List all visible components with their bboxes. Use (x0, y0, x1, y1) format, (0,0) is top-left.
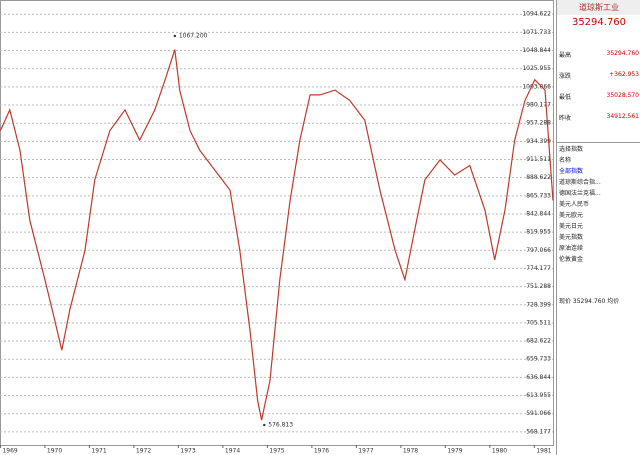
row-value: 34912.561 (606, 113, 639, 120)
panel-title: 道琼斯工业 (557, 0, 640, 15)
y-tick-label: 636.844 (526, 374, 551, 381)
x-tick-label: 1973 (180, 448, 195, 455)
y-tick-label: 888.622 (526, 174, 551, 181)
y-tick-label: 682.622 (526, 338, 551, 345)
y-tick-label: 865.733 (526, 192, 551, 199)
y-tick-label: 797.066 (526, 247, 551, 254)
x-tick-label: 1972 (136, 448, 151, 455)
row-label: 涨跌 (559, 73, 572, 80)
annotation-point (263, 423, 266, 427)
plot-frame (0, 0, 554, 446)
list-item: 美元指数 (559, 234, 584, 241)
x-tick-label: 1969 (2, 448, 17, 455)
row-value: +362.953 (609, 71, 639, 78)
panel-row: 昨收 34912.561 (557, 107, 640, 128)
y-tick-label: 1003.066 (522, 83, 551, 90)
x-tick-label: 1975 (269, 448, 284, 455)
y-tick-label: 1025.955 (522, 65, 551, 72)
y-tick-label: 659.733 (526, 356, 551, 363)
list-item: 选择指数 (559, 146, 584, 153)
x-tick-label: 1981 (536, 448, 551, 455)
list-item: 名称 (559, 157, 572, 164)
list-item: 美元日元 (559, 223, 584, 230)
price-line (0, 49, 554, 421)
list-item: 全部指数 (559, 168, 584, 175)
annotation-label: 576.813 (268, 421, 293, 428)
list-item: 美元人民币 (559, 201, 590, 208)
x-tick-label: 1970 (47, 448, 62, 455)
info-panel: 道琼斯工业 35294.760 最高 35294.760 涨跌 +362.953 最低 3… (556, 0, 640, 455)
y-tick-label: 728.399 (526, 301, 551, 308)
list-item: 美元欧元 (559, 212, 584, 219)
panel-rows: 最高 35294.760 涨跌 +362.953 最低 35028.570 昨收 34912.… (557, 44, 640, 128)
y-tick-label: 774.177 (526, 265, 551, 272)
row-label: 最高 (559, 52, 572, 59)
row-label: 最低 (559, 94, 572, 101)
y-tick-label: 1094.622 (522, 11, 551, 18)
panel-row: 最高 35294.760 (557, 44, 640, 65)
y-tick-label: 705.511 (526, 319, 551, 326)
list-item: 德国法兰克福... (559, 190, 601, 197)
annotation-label: 1067.200 (179, 33, 208, 40)
panel-footer: 现价 35294.760 均价 (559, 298, 620, 305)
list-item: 原油连续 (559, 245, 584, 252)
x-tick-label: 1976 (314, 448, 329, 455)
y-tick-label: 1071.733 (522, 29, 551, 36)
y-tick-label: 842.844 (526, 210, 551, 217)
y-tick-label: 751.288 (526, 283, 551, 290)
panel-list: 选择指数名称全部指数道琼斯综合指... 德国法兰克福... 美元人民币美元欧元美元日… (557, 142, 640, 264)
list-item: 伦敦黄金 (559, 256, 584, 263)
x-tick-label: 1979 (447, 448, 462, 455)
y-tick-label: 911.511 (526, 156, 551, 163)
x-tick-label: 1978 (403, 448, 418, 455)
x-tick-label: 1971 (91, 448, 106, 455)
row-value: 35028.570 (606, 92, 639, 99)
y-tick-label: 1048.844 (522, 47, 551, 54)
panel-price: 35294.760 (571, 17, 627, 28)
y-tick-label: 591.066 (526, 410, 551, 417)
panel-row: 最低 35028.570 (557, 86, 640, 107)
annotation-point (173, 34, 177, 38)
list-item: 道琼斯综合指... (559, 179, 601, 186)
x-tick-label: 1974 (225, 448, 240, 455)
x-tick-label: 1980 (492, 448, 507, 455)
row-value: 35294.760 (606, 50, 639, 57)
y-tick-label: 568.177 (526, 428, 551, 435)
panel-row: 涨跌 +362.953 (557, 65, 640, 86)
chart: 1094.622 1071.733 1048.844 1025.955 1003.066… (0, 0, 554, 455)
y-tick-label: 613.955 (526, 392, 551, 399)
y-tick-label: 957.288 (526, 120, 551, 127)
x-tick-label: 1977 (358, 448, 373, 455)
y-tick-label: 980.177 (526, 102, 551, 109)
y-tick-label: 934.399 (526, 138, 551, 145)
y-tick-label: 819.955 (526, 229, 551, 236)
row-label: 昨收 (559, 115, 572, 122)
